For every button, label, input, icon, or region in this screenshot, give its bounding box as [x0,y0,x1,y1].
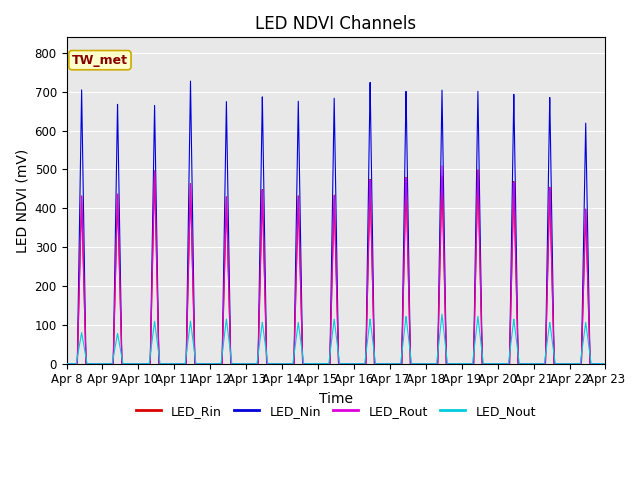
Title: LED NDVI Channels: LED NDVI Channels [255,15,417,33]
Legend: LED_Rin, LED_Nin, LED_Rout, LED_Nout: LED_Rin, LED_Nin, LED_Rout, LED_Nout [131,400,541,423]
X-axis label: Time: Time [319,392,353,406]
Text: TW_met: TW_met [72,54,128,67]
Y-axis label: LED NDVI (mV): LED NDVI (mV) [15,148,29,252]
